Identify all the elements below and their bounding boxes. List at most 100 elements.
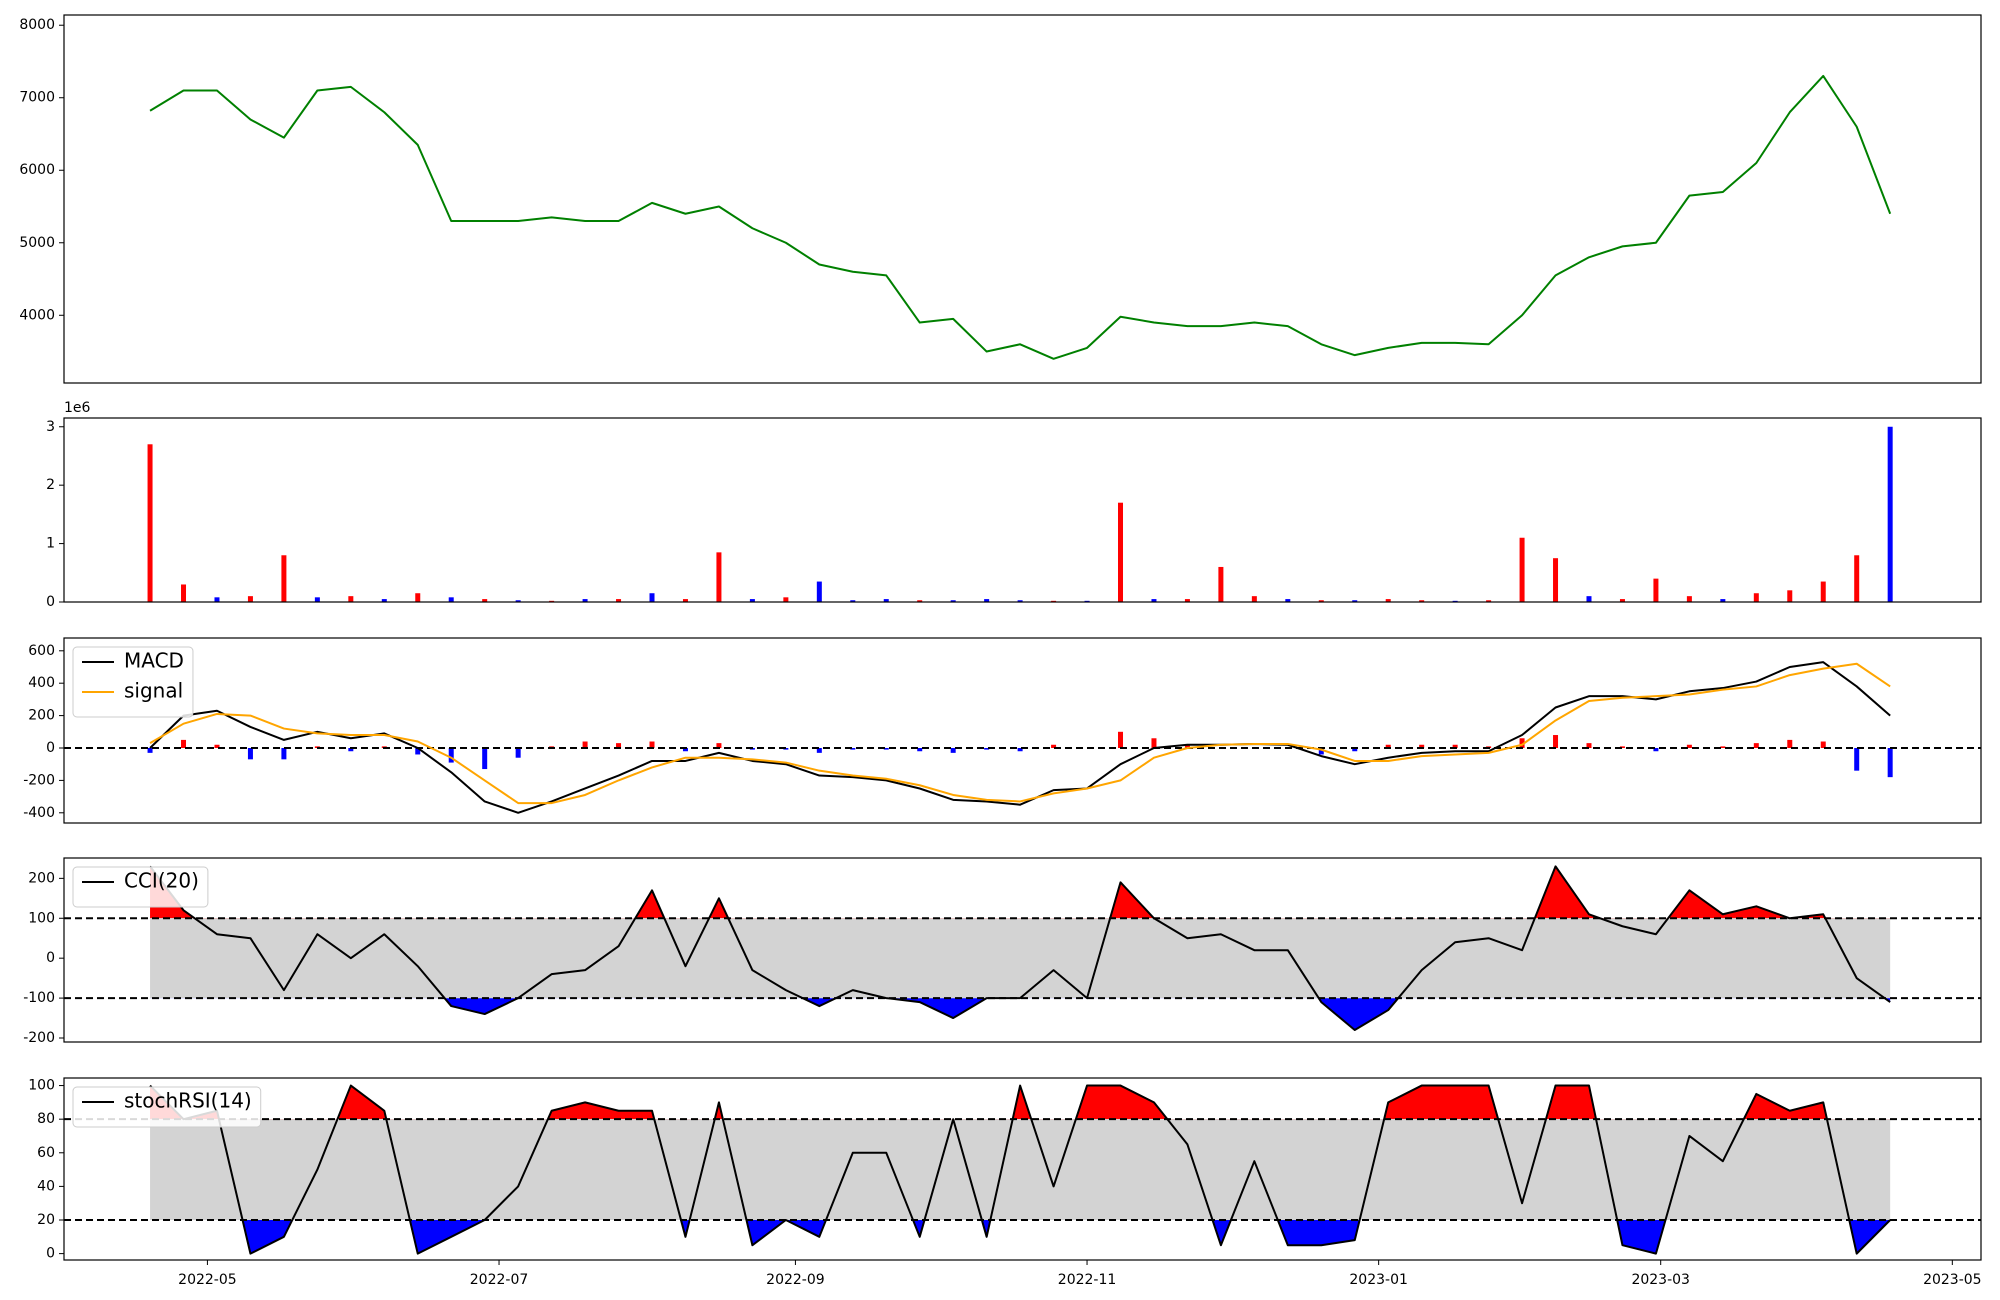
x-tick-label: 2023-01 bbox=[1349, 1272, 1408, 1288]
volume-bar bbox=[816, 581, 822, 602]
legend-box bbox=[72, 1086, 262, 1128]
volume-bar bbox=[1118, 502, 1124, 602]
axes-frame bbox=[63, 417, 1982, 603]
histogram-bar bbox=[515, 747, 521, 758]
y-tick-label: 1 bbox=[46, 536, 55, 552]
volume-bar bbox=[1318, 600, 1324, 602]
volume-bar bbox=[147, 444, 153, 602]
volume-bar bbox=[883, 599, 889, 602]
histogram-bar bbox=[415, 747, 421, 755]
y-tick-label: 4000 bbox=[19, 307, 55, 323]
volume-bar bbox=[1017, 600, 1023, 602]
histogram-bar bbox=[1653, 747, 1659, 752]
y-tick-label: 8000 bbox=[19, 17, 55, 33]
volume-bar bbox=[1352, 600, 1358, 602]
volume-bar bbox=[1553, 558, 1559, 602]
volume-bar bbox=[1586, 596, 1592, 602]
y-tick-label: 100 bbox=[28, 1078, 55, 1094]
histogram-bar bbox=[1519, 738, 1525, 748]
axes-frame bbox=[63, 637, 1982, 824]
x-tick-label: 2022-05 bbox=[178, 1272, 237, 1288]
legend: stochRSI(14) bbox=[72, 1086, 262, 1128]
series-line bbox=[149, 74, 1892, 360]
volume-bar bbox=[649, 593, 655, 602]
histogram-bar bbox=[716, 743, 722, 748]
histogram-bar bbox=[214, 744, 220, 748]
volume-bar bbox=[314, 597, 320, 602]
histogram-bar bbox=[984, 747, 990, 750]
histogram-bar bbox=[682, 747, 688, 752]
y-tick-label: -200 bbox=[23, 772, 55, 788]
x-tick-label: 2022-07 bbox=[470, 1272, 529, 1288]
y-tick-label: -100 bbox=[23, 990, 55, 1006]
histogram-bar bbox=[1753, 743, 1759, 748]
volume-bar bbox=[1887, 426, 1893, 602]
histogram-bar bbox=[247, 747, 253, 760]
histogram-bar bbox=[281, 747, 287, 760]
volume-bar bbox=[181, 584, 187, 602]
histogram-bar bbox=[147, 747, 153, 753]
legend: MACD signal bbox=[72, 646, 194, 718]
neutral-band bbox=[150, 1119, 1891, 1221]
volume-bar bbox=[381, 599, 387, 602]
y-tick-label: -400 bbox=[23, 805, 55, 821]
histogram-bar bbox=[181, 739, 187, 748]
axes-frame bbox=[63, 14, 1982, 384]
volume-bar bbox=[1385, 599, 1391, 602]
y-tick-label: 6000 bbox=[19, 162, 55, 178]
volume-bar bbox=[917, 600, 923, 602]
axes-frame bbox=[63, 1077, 1982, 1261]
histogram-bar bbox=[582, 741, 588, 748]
histogram-bar bbox=[1452, 744, 1458, 748]
histogram-bar bbox=[1820, 741, 1826, 748]
y-tick-label: 0 bbox=[46, 740, 55, 756]
above-fill bbox=[150, 1085, 1891, 1120]
volume-bar bbox=[783, 597, 789, 602]
volume-bar bbox=[1519, 537, 1525, 602]
y-tick-label: 100 bbox=[28, 910, 55, 926]
volume-bar bbox=[1486, 600, 1492, 602]
series-line bbox=[149, 662, 1891, 805]
volume-bar bbox=[348, 596, 354, 602]
y-tick-label: 600 bbox=[28, 643, 55, 659]
histogram-bar bbox=[482, 747, 488, 770]
volume-bar bbox=[1653, 578, 1659, 602]
histogram-bar bbox=[1352, 747, 1358, 752]
histogram-bar bbox=[1051, 744, 1057, 748]
legend: CCI(20) bbox=[72, 866, 209, 908]
histogram-bar bbox=[348, 747, 354, 752]
volume-bar bbox=[482, 599, 488, 602]
histogram-bar bbox=[1184, 744, 1190, 748]
histogram-bar bbox=[850, 747, 856, 750]
volume-bar bbox=[716, 552, 722, 602]
axes-frame bbox=[63, 857, 1982, 1043]
histogram-bar bbox=[1385, 744, 1391, 748]
volume-bar bbox=[1419, 600, 1425, 602]
volume-bar bbox=[1151, 599, 1157, 602]
volume-bar bbox=[1686, 596, 1692, 602]
volume-bar bbox=[448, 597, 454, 602]
y-tick-label: 5000 bbox=[19, 235, 55, 251]
histogram-bar bbox=[1619, 746, 1625, 748]
volume-bar bbox=[415, 593, 421, 602]
histogram-bar bbox=[1118, 731, 1124, 748]
histogram-bar bbox=[1318, 747, 1324, 755]
x-tick-label: 2023-05 bbox=[1923, 1272, 1982, 1288]
histogram-bar bbox=[816, 747, 822, 753]
y-tick-label: -200 bbox=[23, 1030, 55, 1046]
volume-bar bbox=[984, 599, 990, 602]
volume-bar bbox=[1285, 599, 1291, 602]
series-line bbox=[149, 661, 1891, 814]
y-tick-label: 60 bbox=[37, 1145, 55, 1161]
series-line bbox=[149, 1084, 1891, 1255]
histogram-bar bbox=[1553, 735, 1559, 748]
histogram-bar bbox=[1887, 747, 1893, 778]
legend-label: stochRSI(14) bbox=[124, 1089, 252, 1113]
legend-label: MACD bbox=[124, 649, 184, 673]
x-tick-label: 2023-03 bbox=[1631, 1272, 1690, 1288]
histogram-bar bbox=[1787, 739, 1793, 748]
volume-bar bbox=[582, 599, 588, 602]
histogram-bar bbox=[1686, 744, 1692, 748]
